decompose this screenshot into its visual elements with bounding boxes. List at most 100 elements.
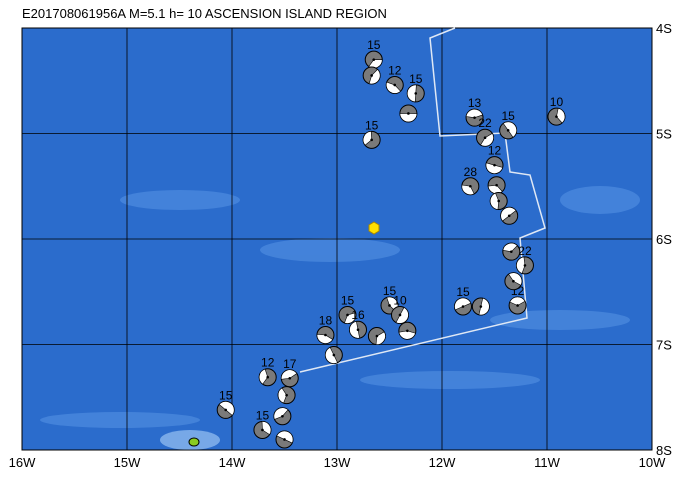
beachball-dilatation [556, 107, 566, 124]
beachball-dilatation [465, 108, 483, 118]
beachball [277, 386, 296, 405]
beachball-dilatation [375, 331, 386, 345]
depth-label: 22 [478, 116, 492, 130]
beachball-center [479, 305, 483, 308]
beachball-center [266, 375, 270, 379]
beachball [280, 369, 299, 388]
beachball-dilatation [398, 330, 416, 340]
lon-label: 13W [324, 455, 351, 470]
beachball-dilatation [349, 321, 360, 339]
beachball-center [555, 115, 558, 118]
beachball-center [285, 393, 288, 397]
beachball-center [510, 250, 513, 253]
lat-label: 8S [656, 443, 672, 458]
lon-label: 10W [639, 455, 666, 470]
beachball-dilatation [261, 421, 272, 435]
beachball [385, 75, 404, 94]
depth-label: 17 [283, 357, 297, 371]
beachball [364, 50, 383, 69]
depth-label: 15 [409, 72, 423, 86]
lat-label: 6S [656, 232, 672, 247]
beachball-center [283, 438, 286, 441]
beachball [471, 297, 490, 316]
depth-label: 15 [456, 285, 470, 299]
beachball [487, 176, 506, 195]
beachball-center [523, 264, 527, 267]
beachball [485, 156, 504, 175]
beachball [500, 206, 519, 225]
beachball [367, 327, 386, 346]
beachball [391, 305, 409, 324]
beachball-center [506, 129, 510, 132]
beachball [275, 430, 294, 449]
beachball [502, 242, 521, 261]
depth-label: 16 [351, 308, 365, 322]
beachball-center [493, 163, 496, 167]
beachball-dilatation [500, 207, 517, 222]
depth-label: 10 [550, 95, 564, 109]
plate-boundary [299, 27, 546, 373]
beachball-center [356, 328, 360, 332]
beachball-dilatation [407, 84, 417, 103]
beachball [489, 192, 508, 211]
lon-label: 14W [219, 455, 246, 470]
beachball-center [393, 83, 397, 87]
lon-label: 12W [429, 455, 456, 470]
lat-label: 4S [656, 21, 672, 36]
beachball-center [375, 334, 379, 338]
beachball-center [495, 183, 498, 187]
beachball-dilatation [461, 184, 475, 196]
beachball [398, 321, 417, 340]
beachball-center [224, 408, 227, 412]
beachball-dilatation [273, 407, 289, 420]
depth-label: 22 [518, 244, 532, 258]
beachball-center [406, 329, 409, 333]
beachball [504, 272, 523, 291]
beachball-dilatation [516, 256, 526, 274]
beachball [515, 256, 534, 275]
beachball-dilatation [399, 113, 418, 123]
map-title: E201708061956A M=5.1 h= 10 ASCENSION ISL… [22, 6, 387, 21]
beachball [547, 107, 566, 126]
lon-label: 11W [534, 455, 560, 470]
depth-label: 15 [365, 118, 379, 132]
beachball-dilatation [362, 131, 372, 146]
beachball-dilatation [281, 369, 298, 380]
depth-label: 15 [383, 284, 397, 298]
beachball-dilatation [502, 121, 517, 138]
beachball-dilatation [368, 59, 383, 69]
beachball-center [414, 92, 418, 95]
beachball-center [469, 184, 472, 188]
beachball-center [281, 414, 284, 418]
beachball [465, 108, 484, 127]
depth-label: 12 [261, 356, 275, 370]
beachball [324, 346, 343, 365]
beachball-dilatation [316, 333, 334, 344]
beachball-center [507, 214, 511, 218]
depth-label: 28 [464, 165, 478, 179]
bathymetry [40, 186, 640, 450]
depth-label: 13 [468, 96, 482, 110]
beachball-dilatation [277, 387, 287, 404]
beachball-center [288, 376, 292, 380]
beachball [253, 420, 272, 439]
beachball [499, 121, 518, 140]
beachball [476, 128, 495, 147]
beachball-dilatation [480, 132, 494, 147]
beachball-dilatation [276, 430, 294, 444]
beachball-dilatation [509, 296, 526, 306]
beachball-center [483, 136, 487, 140]
beachball-center [388, 304, 391, 307]
beachball-dilatation [368, 68, 381, 85]
depth-label: 15 [219, 388, 233, 402]
axis-labels: 16W 15W 14W 13W 12W 11W 10W 4S 5S 6S 7S 8S [9, 21, 673, 470]
beachball-center [407, 112, 410, 115]
beachball [508, 296, 527, 315]
beachball-center [332, 353, 336, 357]
beachball [349, 320, 367, 339]
beachball [316, 326, 335, 345]
beachball [258, 368, 277, 387]
beachball-dilatation [258, 368, 269, 385]
